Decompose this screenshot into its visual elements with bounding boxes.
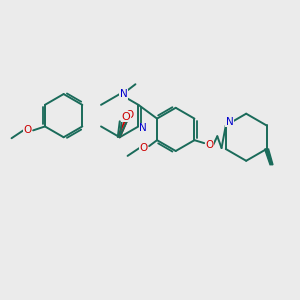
Text: O: O [125, 110, 134, 120]
Text: N: N [226, 116, 234, 127]
Text: O: O [121, 112, 130, 122]
Text: N: N [120, 89, 128, 99]
Text: O: O [139, 143, 147, 153]
Text: N: N [140, 123, 147, 134]
Polygon shape [265, 149, 273, 165]
Text: O: O [23, 125, 32, 135]
Text: O: O [205, 140, 213, 150]
